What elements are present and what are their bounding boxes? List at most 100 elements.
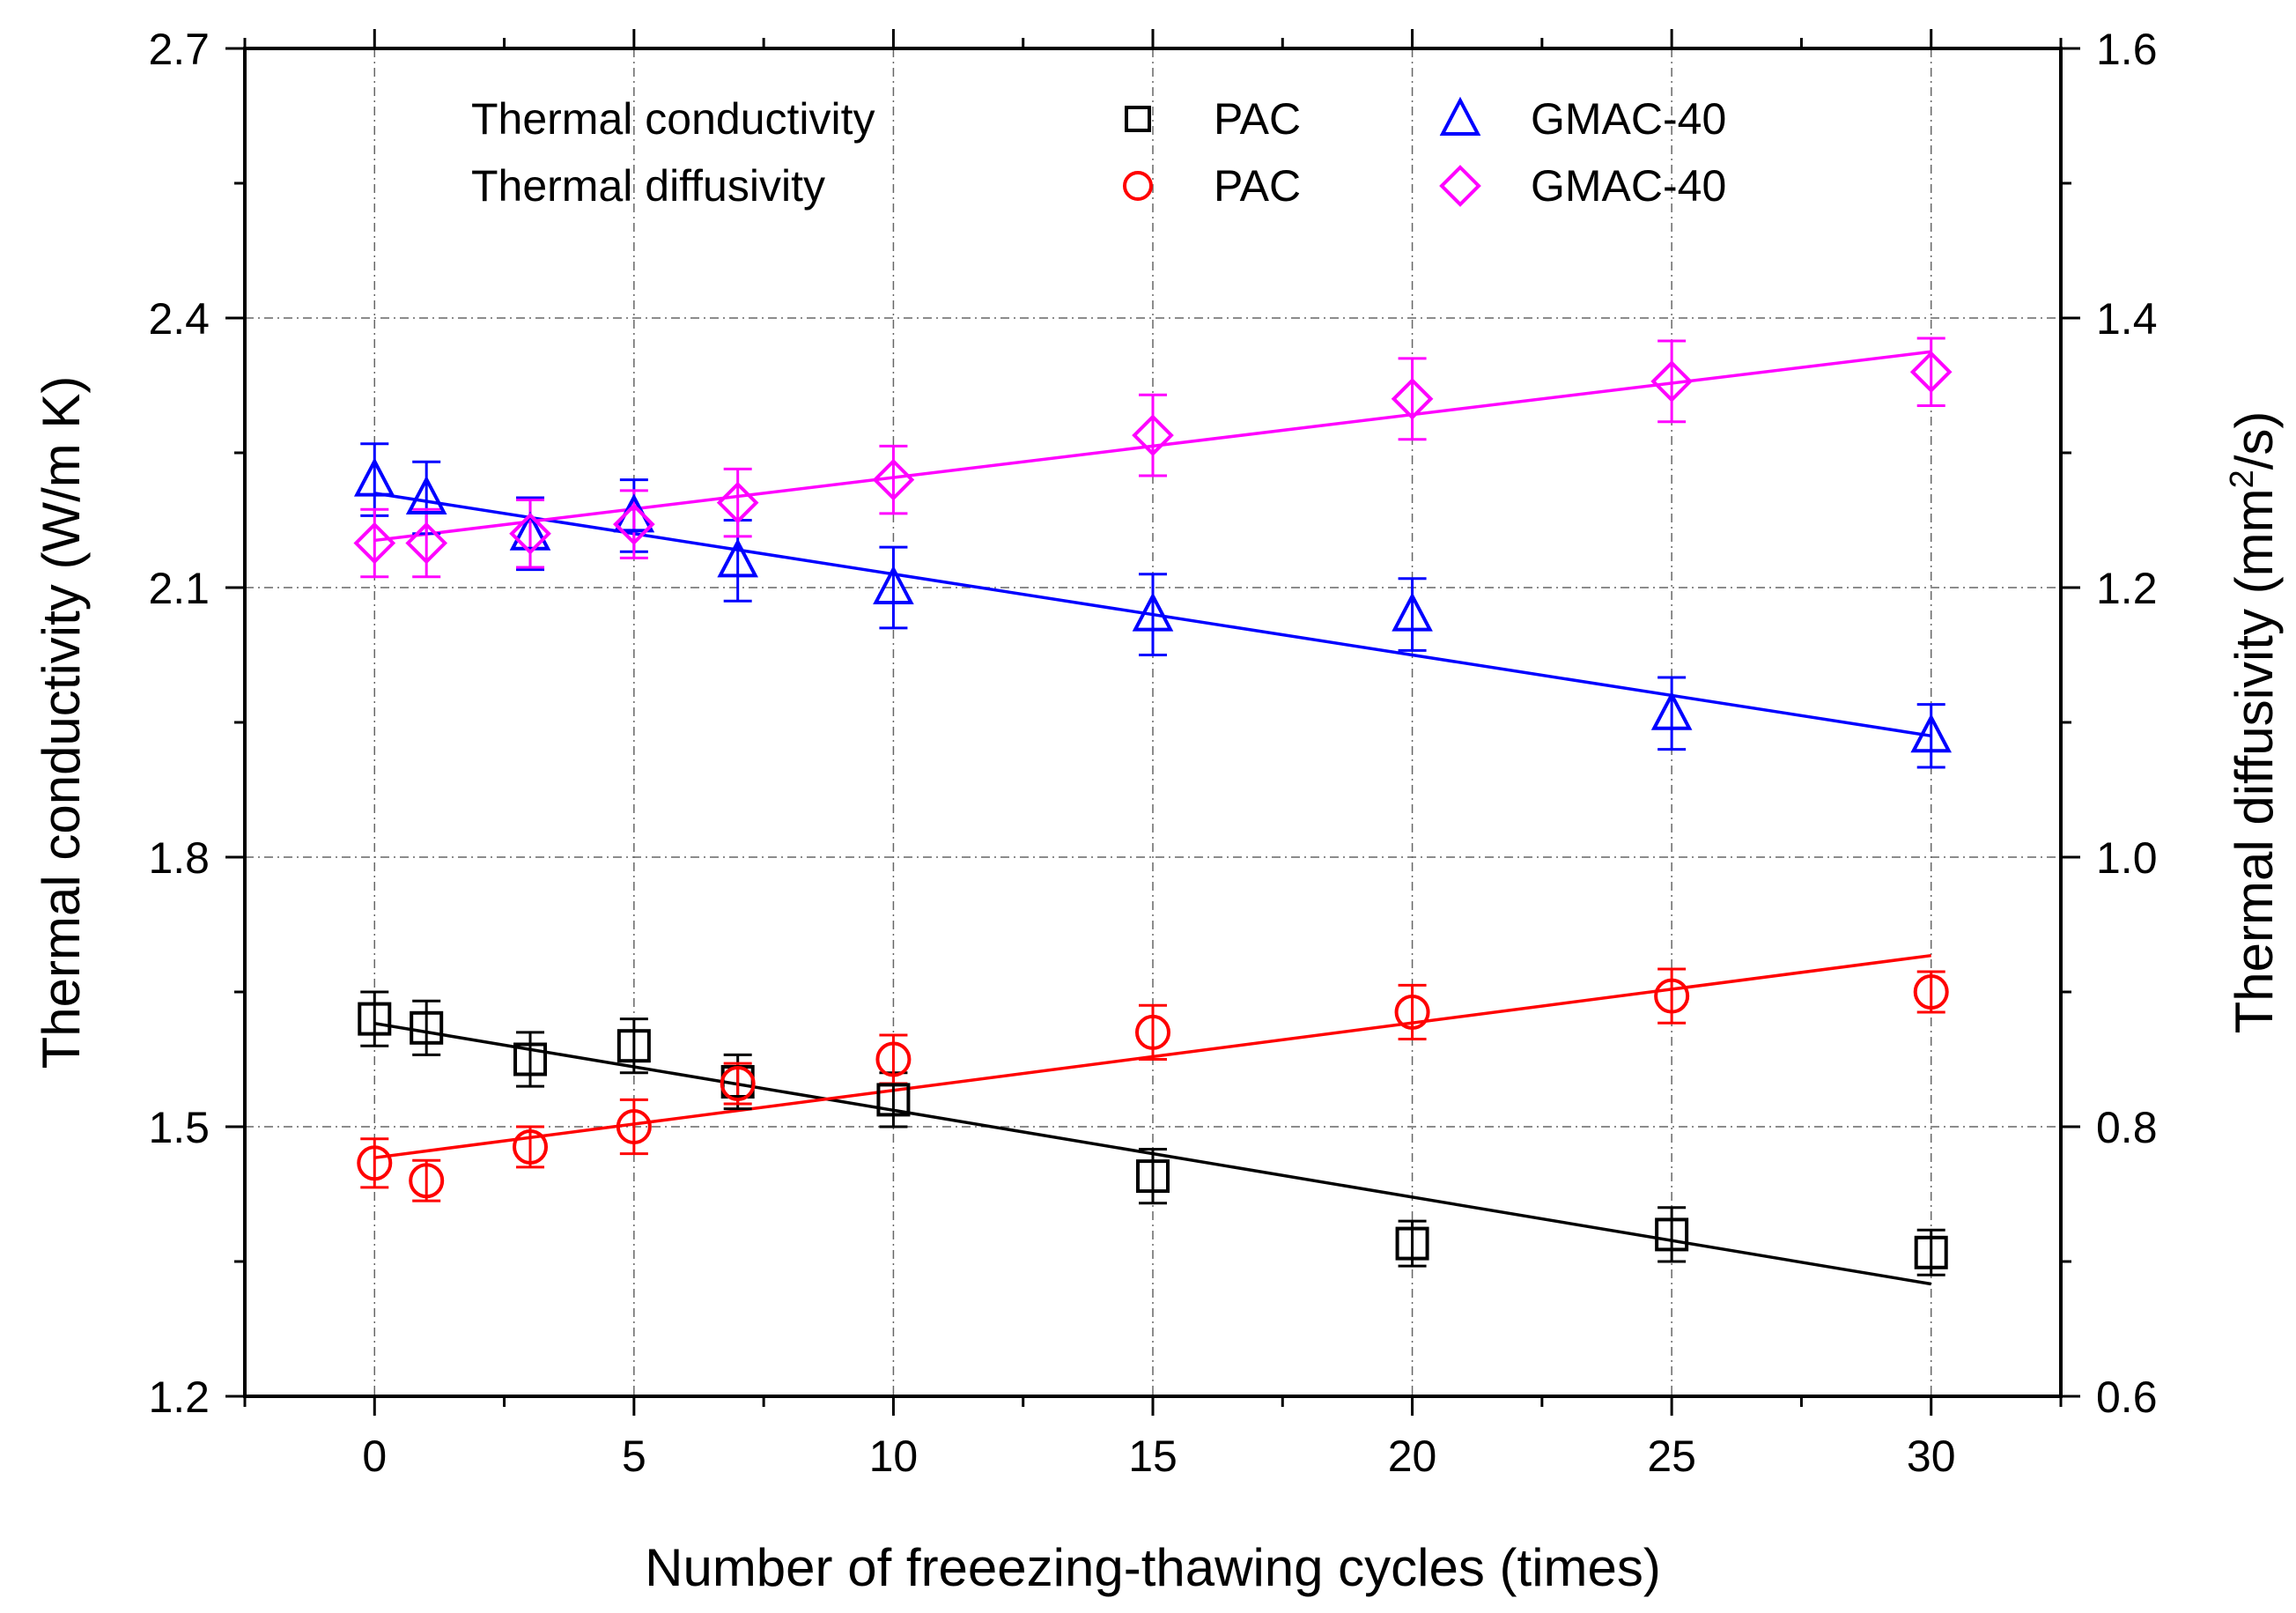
legend-marker [1125, 106, 1151, 132]
x-tick-label: 30 [1907, 1432, 1956, 1481]
marker-series-3 [613, 503, 655, 545]
marker-series-0 [1914, 1235, 1948, 1269]
error-bar-series-3 [516, 499, 545, 569]
y-right-tick-label: 1.4 [2096, 294, 2158, 344]
y-right-tick-label: 0.8 [2096, 1103, 2158, 1152]
marker-series-3 [872, 458, 915, 501]
axis-ticks [225, 29, 2080, 1416]
legend-entry-label: GMAC-40 [1531, 94, 1726, 144]
x-tick-label: 25 [1647, 1432, 1696, 1481]
error-bar-series-0 [516, 1031, 545, 1088]
marker-series-0 [1395, 1226, 1429, 1261]
data-markers [353, 351, 1953, 1269]
y-left-tick-label: 2.1 [148, 564, 210, 613]
y-left-tick-label: 1.5 [148, 1103, 210, 1152]
marker-series-3 [405, 522, 448, 565]
error-bar-series-2 [1916, 970, 1945, 1014]
marker-series-2 [616, 1109, 652, 1144]
marker-series-0 [616, 1029, 651, 1063]
marker-series-3 [1391, 377, 1434, 420]
error-bar-series-2 [1398, 983, 1427, 1041]
error-bar-series-3 [723, 467, 752, 538]
error-bar-series-0 [1139, 1148, 1167, 1205]
marker-series-2 [1394, 994, 1430, 1030]
error-bar-series-3 [360, 507, 389, 579]
marker-series-1 [1650, 691, 1693, 730]
error-bar-series-0 [619, 1017, 648, 1075]
error-bar-series-2 [1139, 1003, 1167, 1061]
error-bar-series-2 [516, 1125, 545, 1169]
y-left-tick-label: 1.8 [148, 833, 210, 883]
error-bar-series-1 [879, 545, 908, 630]
x-tick-label: 20 [1388, 1432, 1437, 1481]
marker-series-0 [513, 1042, 548, 1077]
marker-series-3 [716, 481, 759, 524]
x-axis-title: Number of freeezing-thawing cycles (time… [645, 1538, 1661, 1597]
marker-series-3 [1650, 360, 1693, 403]
x-tick-label: 15 [1128, 1432, 1178, 1481]
marker-series-3 [509, 512, 551, 555]
y-axis-right-title-suffix: /s) [2225, 411, 2284, 470]
error-bar-series-3 [879, 444, 908, 515]
legend-entry-label: GMAC-40 [1531, 161, 1726, 211]
marker-series-2 [1654, 978, 1690, 1014]
error-bar-series-0 [412, 999, 441, 1056]
error-bar-series-3 [412, 507, 441, 579]
y-right-tick-label: 1.6 [2096, 25, 2158, 74]
marker-series-3 [1909, 351, 1953, 394]
y-axis-right-title-prefix: Thermal diffusivity (mm [2225, 488, 2284, 1033]
error-bar-series-0 [360, 990, 389, 1047]
error-bar-series-2 [619, 1098, 648, 1156]
marker-series-1 [1910, 714, 1953, 753]
legend: Thermal conductivity Thermal diffusivity P… [471, 94, 1726, 211]
y-right-tick-label: 0.6 [2096, 1373, 2158, 1422]
error-bar-series-0 [1657, 1206, 1687, 1263]
legend-entry-label: PAC [1214, 161, 1301, 211]
error-bar-series-3 [1657, 339, 1687, 424]
y-left-tick-label: 1.2 [148, 1373, 210, 1422]
y-axis-right-title-superscript: 2 [2224, 470, 2261, 488]
error-bar-series-1 [1398, 577, 1427, 652]
tick-labels: 0 5 10 15 20 25 30 1.2 1.5 1.8 2.1 2.4 2.7 0.6 0.8 1.0 1… [148, 25, 2157, 1481]
marker-series-1 [873, 565, 914, 604]
legend-row-label: Thermal conductivity [471, 94, 875, 144]
error-bar-series-3 [1916, 337, 1945, 407]
y-left-tick-label: 2.4 [148, 294, 210, 344]
marker-series-1 [1392, 592, 1433, 632]
error-bar-series-3 [1398, 357, 1427, 441]
marker-series-3 [1132, 414, 1174, 456]
marker-series-1 [1132, 592, 1174, 632]
marker-series-2 [1913, 974, 1949, 1010]
x-tick-label: 0 [362, 1432, 387, 1481]
marker-series-1 [405, 475, 447, 514]
y-axis-right-title: Thermal diffusivity (mm2/s) [2224, 411, 2284, 1034]
x-tick-label: 5 [622, 1432, 646, 1481]
legend-entry-label: PAC [1214, 94, 1301, 144]
marker-series-0 [358, 1002, 392, 1036]
marker-series-1 [353, 457, 395, 497]
error-bar-series-2 [1657, 967, 1687, 1025]
marker-series-2 [1135, 1014, 1170, 1050]
marker-series-2 [513, 1128, 549, 1165]
marker-series-2 [720, 1066, 756, 1102]
error-bar-series-1 [1657, 676, 1687, 751]
marker-series-2 [357, 1145, 393, 1181]
error-bar-series-1 [1139, 573, 1167, 656]
marker-series-0 [1136, 1159, 1170, 1194]
legend-marker [1123, 171, 1153, 201]
y-left-tick-label: 2.7 [148, 25, 210, 74]
marker-series-0 [410, 1010, 444, 1045]
y-axis-left-title: Thermal conductivity (W/m K) [32, 376, 91, 1069]
x-tick-label: 10 [869, 1432, 919, 1481]
marker-series-1 [509, 511, 551, 551]
marker-series-1 [717, 538, 758, 578]
marker-series-0 [1655, 1217, 1689, 1252]
marker-series-2 [409, 1163, 445, 1199]
legend-marker [1439, 165, 1481, 207]
error-bar-series-2 [412, 1158, 441, 1202]
legend-row-label: Thermal diffusivity [471, 161, 825, 211]
error-bar-series-3 [1139, 393, 1167, 477]
legend-marker [1439, 96, 1481, 136]
marker-series-0 [876, 1083, 911, 1117]
